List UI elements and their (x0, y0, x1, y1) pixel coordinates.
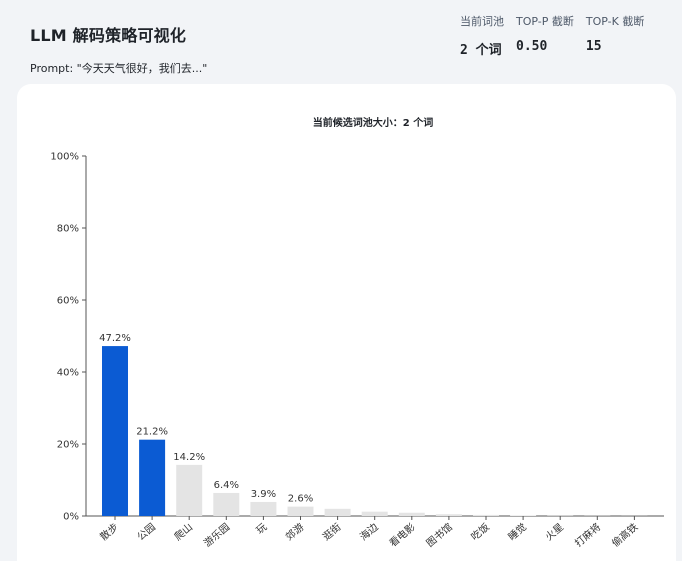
category-label-1: 公园 (135, 521, 158, 543)
category-label-14: 偷高铁 (609, 520, 640, 549)
y-tick-label: 0% (63, 512, 79, 523)
prompt-text: Prompt: "今天天气很好，我们去..." (30, 62, 208, 75)
stat-top-k: TOP-K 截断 15 (586, 13, 644, 58)
data-label-1: 21.2% (136, 427, 168, 438)
bar-11 (510, 515, 537, 516)
page-title: LLM 解码策略可视化 (30, 26, 187, 45)
category-label-3: 游乐园 (201, 520, 232, 549)
category-label-5: 郊游 (283, 520, 307, 543)
category-label-8: 看电影 (386, 520, 417, 549)
probability-bar-chart: 当前候选词池大小：2 个词 0% 20% 40% 60% 80% 100% 47.2% 散步… (50, 116, 664, 550)
data-label-2: 14.2% (173, 452, 205, 463)
data-label-4: 3.9% (251, 489, 276, 500)
bar-2 (176, 464, 203, 516)
stat-label: 当前词池 (460, 15, 504, 28)
stat-value: 2 个词 (460, 43, 502, 58)
y-tick-label: 80% (57, 224, 79, 235)
y-tick-label: 20% (57, 440, 79, 451)
chart-card: 当前候选词池大小：2 个词 0% 20% 40% 60% 80% 100% 47.2% 散步… (17, 84, 676, 561)
y-tick-label: 100% (50, 152, 79, 163)
data-label-5: 2.6% (288, 494, 313, 505)
bar-0 (102, 346, 128, 516)
data-label-3: 6.4% (214, 480, 239, 491)
stats-panel: 当前词池 2 个词 TOP-P 截断 0.50 TOP-K 截断 15 (460, 13, 656, 58)
y-tick-label: 60% (57, 296, 79, 307)
bar-8 (398, 512, 425, 516)
stat-pool-size: 当前词池 2 个词 (460, 13, 504, 58)
data-label-0: 47.2% (99, 333, 131, 344)
category-label-2: 爬山 (172, 521, 195, 543)
category-label-11: 睡觉 (505, 520, 529, 543)
category-label-6: 逛街 (320, 520, 344, 543)
chart-title: 当前候选词池大小：2 个词 (313, 116, 433, 129)
category-label-9: 图书馆 (423, 520, 454, 549)
category-label-4: 玩 (255, 522, 270, 537)
bar-9 (435, 514, 462, 516)
category-label-7: 海边 (357, 520, 381, 543)
bar-4 (250, 501, 277, 516)
y-tick-label: 40% (57, 368, 79, 379)
stat-label: TOP-K 截断 (585, 15, 645, 28)
category-label-13: 打麻将 (572, 520, 603, 549)
bar-5 (287, 506, 314, 516)
bar-6 (324, 508, 351, 516)
category-label-10: 吃饭 (468, 520, 492, 543)
stat-value: 15 (585, 39, 602, 54)
category-label-0: 散步 (97, 520, 121, 543)
bar-10 (473, 514, 499, 516)
bar-7 (361, 511, 388, 516)
stat-label: TOP-P 截断 (516, 15, 574, 28)
stat-value: 0.50 (516, 39, 548, 54)
stat-top-p: TOP-P 截断 0.50 (516, 13, 574, 58)
bar-3 (213, 492, 240, 516)
bar-1 (139, 439, 166, 516)
category-label-12: 火星 (543, 521, 566, 543)
